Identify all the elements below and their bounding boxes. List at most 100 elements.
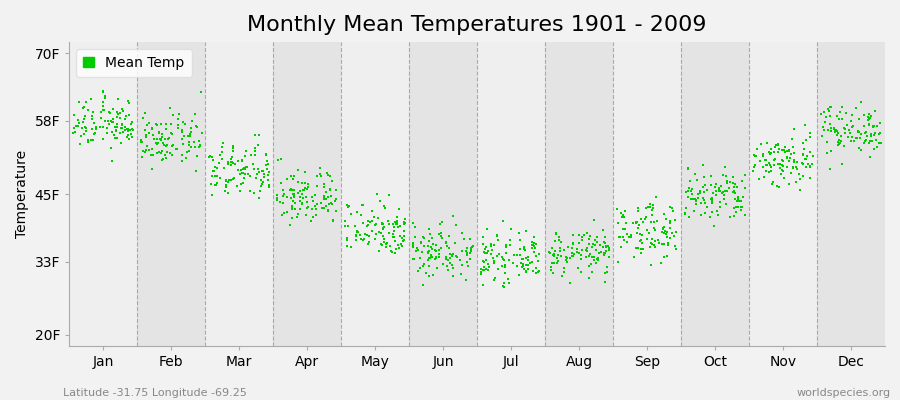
Point xyxy=(550,260,564,266)
Point xyxy=(560,254,574,261)
Point xyxy=(727,196,742,202)
Point xyxy=(716,189,731,196)
Point xyxy=(869,144,884,150)
Point xyxy=(463,250,477,256)
Point xyxy=(85,116,99,122)
Point xyxy=(761,148,776,155)
Point xyxy=(258,151,273,158)
Point xyxy=(176,152,190,158)
Y-axis label: Temperature: Temperature xyxy=(15,150,29,238)
Point xyxy=(438,240,453,246)
Point xyxy=(852,116,867,122)
Point xyxy=(443,255,457,261)
Point xyxy=(377,205,392,212)
Point xyxy=(387,224,401,230)
Point xyxy=(358,231,373,237)
Point xyxy=(300,199,314,205)
Point xyxy=(622,234,636,241)
Point xyxy=(514,260,528,266)
Point xyxy=(691,191,706,198)
Point xyxy=(707,184,722,191)
Point xyxy=(873,120,887,126)
Point xyxy=(237,175,251,181)
Point xyxy=(771,149,786,155)
Point xyxy=(803,134,817,140)
Point xyxy=(375,226,390,232)
Point xyxy=(97,92,112,99)
Point xyxy=(361,222,375,228)
Point xyxy=(756,164,770,170)
Point xyxy=(852,134,867,141)
Point xyxy=(793,187,807,193)
Point xyxy=(854,131,868,137)
Point xyxy=(387,234,401,240)
Point xyxy=(824,104,838,110)
Point xyxy=(319,196,333,202)
Point xyxy=(116,108,130,114)
Point xyxy=(843,130,858,137)
Point xyxy=(849,104,863,111)
Point xyxy=(481,266,495,273)
Point xyxy=(718,172,733,179)
Point xyxy=(121,126,135,132)
Point xyxy=(446,212,460,219)
Point xyxy=(406,256,420,262)
Point xyxy=(565,240,580,246)
Point xyxy=(433,220,447,227)
Point xyxy=(283,186,297,193)
Point xyxy=(319,203,333,210)
Point xyxy=(150,140,165,146)
Point xyxy=(870,122,885,129)
Point xyxy=(389,220,403,226)
Point xyxy=(784,170,798,176)
Point xyxy=(305,205,320,212)
Point xyxy=(118,127,132,133)
Point xyxy=(645,205,660,212)
Point xyxy=(529,270,544,276)
Point xyxy=(495,263,509,270)
Point xyxy=(323,186,338,192)
Point xyxy=(847,138,861,144)
Point xyxy=(295,200,310,207)
Point xyxy=(629,244,643,251)
Point xyxy=(180,133,194,139)
Point xyxy=(295,180,310,187)
Point xyxy=(259,162,274,168)
Point xyxy=(705,198,719,204)
Point xyxy=(873,130,887,136)
Point xyxy=(723,179,737,185)
Point xyxy=(119,112,133,119)
Point xyxy=(766,149,780,156)
Point xyxy=(498,264,512,270)
Point xyxy=(497,280,511,286)
Point xyxy=(235,170,249,176)
Point xyxy=(428,256,443,262)
Point xyxy=(778,175,792,181)
Point xyxy=(598,247,613,254)
Point xyxy=(495,254,509,261)
Point xyxy=(570,249,584,256)
Point xyxy=(397,237,411,244)
Point xyxy=(616,212,631,218)
Point xyxy=(154,150,168,156)
Point xyxy=(432,251,446,258)
Point xyxy=(155,130,169,137)
Point xyxy=(725,180,740,186)
Point xyxy=(867,146,881,152)
Point xyxy=(775,147,789,153)
Bar xyxy=(137,42,205,346)
Point xyxy=(459,252,473,258)
Point xyxy=(644,262,658,268)
Point xyxy=(159,143,174,149)
Point xyxy=(158,155,173,161)
Point xyxy=(724,214,738,220)
Point xyxy=(365,228,380,234)
Point xyxy=(516,256,530,262)
Point xyxy=(78,124,93,130)
Point xyxy=(668,216,682,223)
Point xyxy=(323,173,338,180)
Point xyxy=(112,111,126,117)
Point xyxy=(754,141,769,148)
Point xyxy=(842,130,857,136)
Point xyxy=(663,220,678,226)
